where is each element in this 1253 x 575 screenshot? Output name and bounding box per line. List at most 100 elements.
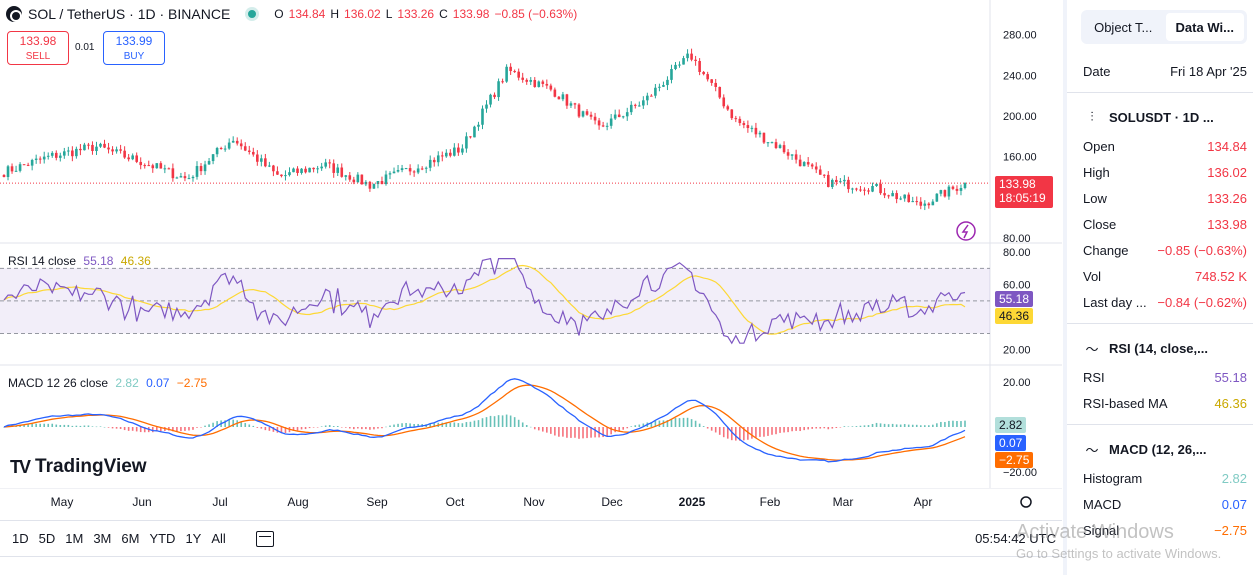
- macd-histogram-bar: [357, 427, 359, 429]
- macd-pane[interactable]: 20.00 −20.00: [0, 366, 1062, 488]
- candle-body: [895, 193, 898, 200]
- tab-object-tree[interactable]: Object T...: [1094, 19, 1153, 35]
- timeframe-1y[interactable]: 1Y: [185, 531, 202, 546]
- candle-body: [143, 165, 147, 167]
- candle-body: [863, 189, 866, 191]
- macd-histogram-bar: [115, 427, 118, 429]
- price-tick-label: 240.00: [1003, 70, 1037, 82]
- candle-body: [171, 168, 175, 179]
- candle-body: [730, 109, 734, 119]
- candle-body: [276, 171, 279, 175]
- candle-body: [702, 71, 705, 75]
- timeframe-1d[interactable]: 1D: [12, 531, 29, 546]
- macd-histogram-bar: [63, 424, 66, 427]
- candle-body: [770, 142, 774, 144]
- time-axis[interactable]: May Jun Jul Aug Sep Oct Nov Dec 2025 Feb Mar Apr: [0, 488, 1062, 520]
- timeframe-6m[interactable]: 6M: [121, 531, 140, 546]
- macd-histogram-bar: [698, 423, 701, 427]
- candle-body: [951, 186, 955, 189]
- candle-body: [835, 179, 838, 183]
- macd-histogram-bar: [803, 427, 805, 431]
- line-icon: 〜: [1085, 442, 1099, 458]
- utc-clock[interactable]: 05:54:42 UTC: [975, 531, 1056, 546]
- macd-histogram-bar: [328, 425, 331, 427]
- macd-histogram-bar: [160, 427, 162, 432]
- candle-body: [625, 112, 629, 117]
- macd-histogram-bar: [610, 427, 612, 435]
- macd-histogram-bar: [71, 425, 74, 427]
- macd-histogram-bar: [119, 427, 122, 429]
- candle-body: [372, 184, 376, 189]
- candle-body: [826, 174, 830, 187]
- candle-body: [312, 167, 315, 170]
- candle-body: [565, 94, 569, 106]
- sell-button[interactable]: 133.98 SELL: [7, 31, 69, 65]
- candle-body: [6, 166, 10, 177]
- macd-histogram-bar: [409, 423, 411, 427]
- candle-body: [621, 116, 625, 118]
- macd-histogram-bar: [95, 426, 98, 428]
- candle-body: [581, 111, 585, 117]
- candle-body: [545, 83, 549, 86]
- timeframe-ytd[interactable]: YTD: [149, 531, 176, 546]
- candle-body: [191, 176, 195, 179]
- signal-line: [3, 384, 966, 461]
- rsi-legend[interactable]: RSI 14 close 55.18 46.36: [8, 254, 151, 268]
- candle-body: [738, 118, 742, 124]
- calendar-icon[interactable]: [255, 530, 274, 547]
- candle-body: [223, 148, 227, 150]
- candle-body: [71, 150, 74, 157]
- candle-body: [251, 151, 255, 155]
- candle-body: [517, 71, 520, 78]
- timeframe-all[interactable]: All: [211, 531, 226, 546]
- macd-histogram-bar: [296, 427, 299, 431]
- candle-body: [400, 168, 404, 171]
- tab-data-window[interactable]: Data Wi...: [1165, 13, 1244, 41]
- candle-body: [91, 144, 94, 152]
- timeframe-3m[interactable]: 3M: [93, 531, 112, 546]
- macd-histogram-bar: [131, 427, 134, 431]
- macd-histogram-bar: [851, 426, 854, 427]
- macd-legend[interactable]: MACD 12 26 close 2.82 0.07 −2.75: [8, 376, 208, 390]
- macd-histogram-bar: [373, 427, 375, 430]
- candle-body: [54, 152, 58, 158]
- macd-histogram-bar: [445, 422, 448, 427]
- macd-histogram-bar: [248, 424, 251, 427]
- macd-histogram-bar: [586, 427, 588, 439]
- price-pane[interactable]: 320.00 280.00 240.00 200.00 160.00 80.00: [0, 0, 1062, 244]
- time-tick-label: Jul: [212, 495, 227, 509]
- timeframe-5d[interactable]: 5D: [38, 531, 56, 546]
- macd-histogram-bar: [819, 427, 822, 429]
- candle-body: [714, 82, 718, 87]
- chart-area[interactable]: 320.00 280.00 240.00 200.00 160.00 80.00 80.0…: [0, 0, 1062, 520]
- rsi-pane[interactable]: 80.00 60.00 20.00: [0, 244, 1062, 366]
- candle-body: [794, 154, 798, 160]
- market-status-icon[interactable]: [248, 10, 257, 18]
- candle-body: [320, 166, 323, 169]
- candle-body: [521, 77, 524, 80]
- candle-body: [416, 168, 420, 173]
- candle-body: [678, 64, 681, 66]
- data-row-open: Open 134.84: [1083, 138, 1247, 154]
- macd-histogram-bar: [489, 415, 492, 427]
- candle-body: [264, 158, 267, 167]
- buy-button[interactable]: 133.99 BUY: [103, 31, 165, 65]
- macd-histogram-bar: [75, 425, 78, 427]
- candle-body: [179, 176, 183, 178]
- lightning-icon: [956, 221, 976, 241]
- candle-body: [597, 120, 601, 126]
- candle-body: [87, 144, 90, 146]
- timeframe-1m[interactable]: 1M: [65, 531, 84, 546]
- symbol-title[interactable]: SOL / TetherUS · 1D · BINANCE: [28, 6, 231, 22]
- candle-body: [428, 159, 432, 168]
- candle-body: [388, 173, 392, 175]
- macd-histogram-bar: [316, 427, 319, 428]
- candle-body: [392, 171, 396, 174]
- macd-histogram-bar: [139, 427, 142, 433]
- candle-body: [436, 155, 440, 163]
- candle-body: [63, 151, 66, 156]
- data-row-high: High 136.02: [1083, 164, 1247, 180]
- candle-body: [195, 166, 199, 177]
- macd-histogram-bar: [928, 425, 930, 427]
- macd-histogram-bar: [91, 426, 94, 427]
